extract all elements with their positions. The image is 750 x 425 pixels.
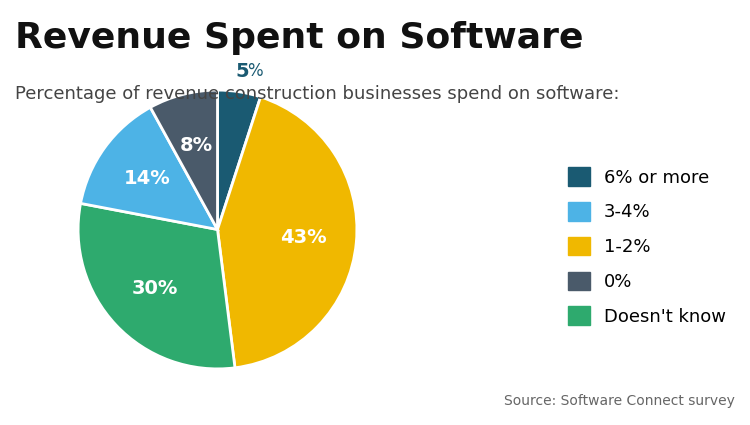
Text: 43%: 43% <box>280 228 327 247</box>
Text: 5: 5 <box>236 62 250 81</box>
Text: 8%: 8% <box>179 136 212 155</box>
Text: %: % <box>248 62 263 80</box>
Text: Source: Software Connect survey: Source: Software Connect survey <box>504 394 735 408</box>
Text: Percentage of revenue construction businesses spend on software:: Percentage of revenue construction busin… <box>15 85 620 103</box>
Text: 30%: 30% <box>131 279 178 298</box>
Legend: 6% or more, 3-4%, 1-2%, 0%, Doesn't know: 6% or more, 3-4%, 1-2%, 0%, Doesn't know <box>568 167 726 326</box>
Wedge shape <box>150 90 217 230</box>
Text: 14%: 14% <box>124 169 171 188</box>
Wedge shape <box>217 97 357 368</box>
Wedge shape <box>217 90 260 230</box>
Text: Revenue Spent on Software: Revenue Spent on Software <box>15 21 584 55</box>
Wedge shape <box>78 204 235 369</box>
Wedge shape <box>80 108 218 230</box>
